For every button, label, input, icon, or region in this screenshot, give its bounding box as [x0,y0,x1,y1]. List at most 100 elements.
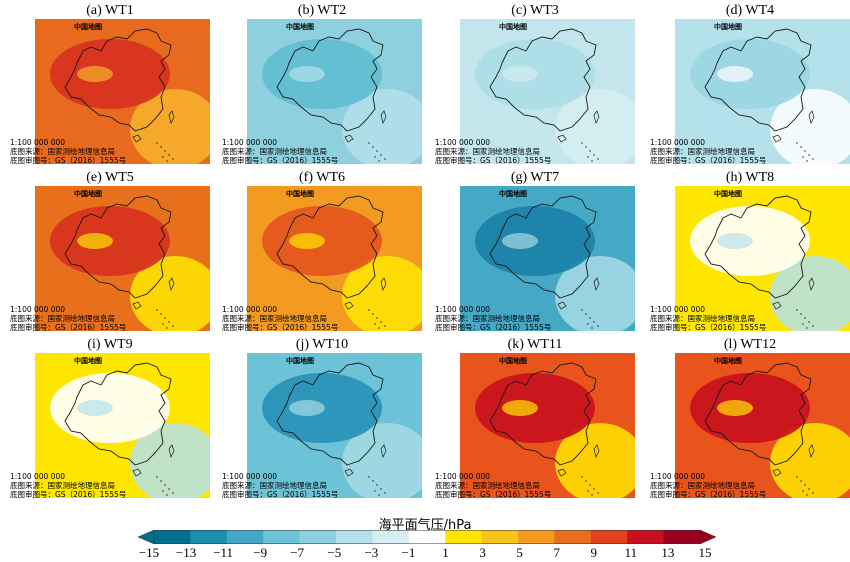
caption-scale: 1:100 000 000 [650,138,706,147]
map-label: 中国地图 [74,357,102,365]
pressure-map [35,186,210,331]
caption-approval: 底图审图号：GS（2016）1555号 [435,490,552,499]
caption-scale: 1:100 000 000 [10,472,66,481]
map-panel: (a) WT1 中国地图 1:100 000 000 底图来源：国家测绘地理信息局 底图… [10,3,210,168]
panel-title: (j) WT10 [295,337,349,352]
panel-title: (e) WT5 [86,170,134,185]
colorbar-tick-label: 3 [479,545,486,560]
caption-approval: 底图审图号：GS（2016）1555号 [650,156,767,165]
colorbar-tick-label: −5 [327,545,342,560]
caption-approval: 底图审图号：GS（2016）1555号 [650,323,767,332]
map-label: 中国地图 [74,23,102,31]
colorbar-swatch [372,530,410,544]
caption-source: 底图来源：国家测绘地理信息局 [650,314,755,323]
pressure-map [460,186,635,331]
caption-source: 底图来源：国家测绘地理信息局 [10,147,115,156]
pressure-map [35,19,210,164]
caption-approval: 底图审图号：GS（2016）1555号 [650,490,767,499]
colorbar-tick-label: −1 [401,545,416,560]
pressure-map [247,353,422,498]
map-label: 中国地图 [499,190,527,198]
panel-title: (l) WT12 [723,337,777,352]
panel-title: (d) WT4 [725,3,775,18]
caption-scale: 1:100 000 000 [650,472,706,481]
caption-source: 底图来源：国家测绘地理信息局 [650,147,755,156]
colorbar-swatch [336,530,373,544]
colorbar-tick-label: −11 [213,545,234,560]
pressure-map [675,19,850,164]
map-caption: 1:100 000 000 底图来源：国家测绘地理信息局 底图审图号：GS（2016… [10,472,126,499]
map-panel: (k) WT11 中国地图 1:100 000 000 底图来源：国家测绘地理信息局底… [435,337,635,502]
caption-approval: 底图审图号：GS（2016）1555号 [222,156,339,165]
colorbar-swatch [627,530,665,544]
colorbar-swatch [408,530,446,544]
caption-approval: 底图审图号：GS（2016）1555号 [222,490,339,499]
caption-scale: 1:100 000 000 [650,305,706,314]
pressure-map [675,186,850,331]
panel-title: (h) WT8 [725,170,775,185]
map-label: 中国地图 [499,23,527,31]
panel-title: (k) WT11 [507,337,563,352]
caption-scale: 1:100 000 000 [435,138,491,147]
map-panel: (d) WT4 中国地图 1:100 000 000 底图来源：国家测绘地理信息局 底图… [650,3,850,168]
map-label: 中国地图 [286,190,314,198]
map-panel: (i) WT9 中国地图 1:100 000 000 底图来源：国家测绘地理信息局 底图… [10,337,210,502]
colorbar-tick-label: −7 [290,545,305,560]
map-panel: (e) WT5 中国地图 1:100 000 000 底图来源：国家测绘地理信息局 底图… [10,170,210,335]
caption-source: 底图来源：国家测绘地理信息局 [10,481,115,490]
colorbar-tick-label: 7 [553,545,560,560]
colorbar-tick-label: 11 [624,545,638,560]
colorbar-swatch [554,530,592,544]
colorbar-tick-label: 5 [516,545,523,560]
caption-scale: 1:100 000 000 [435,305,491,314]
colorbar-swatch [154,530,191,544]
map-label: 中国地图 [286,357,314,365]
panel-title: (g) WT7 [510,170,560,185]
map-panel: (j) WT10 中国地图 1:100 000 000 底图来源：国家测绘地理信息局底… [222,337,422,502]
map-caption: 1:100 000 000 底图来源：国家测绘地理信息局 底图审图号：GS（2016… [435,472,551,499]
caption-source: 底图来源：国家测绘地理信息局 [650,481,755,490]
colorbar-tick-label: −3 [364,545,379,560]
caption-source: 底图来源：国家测绘地理信息局 [435,481,540,490]
colorbar-swatch [190,530,228,544]
colorbar-swatch [299,530,337,544]
map-panel: (h) WT8 中国地图 1:100 000 000 底图来源：国家测绘地理信息局 底图… [650,170,850,335]
panel-title: (i) WT9 [87,337,133,352]
caption-source: 底图来源：国家测绘地理信息局 [222,481,327,490]
colorbar-max-arrow [699,530,716,544]
map-panel: (f) WT6 中国地图 1:100 000 000 底图来源：国家测绘地理信息局 底图… [222,170,422,335]
colorbar-tick-label: −13 [175,545,197,560]
caption-approval: 底图审图号：GS（2016）1555号 [10,490,127,499]
map-label: 中国地图 [499,357,527,365]
colorbar-tick-label: 9 [590,545,598,560]
colorbar-swatch [481,530,519,544]
map-label: 中国地图 [286,23,314,31]
colorbar-swatch [663,530,701,544]
map-caption: 1:100 000 000 底图来源：国家测绘地理信息局 底图审图号：GS（2016… [10,138,126,165]
panel-title: (f) WT6 [299,170,345,185]
pressure-map [460,353,635,498]
caption-source: 底图来源：国家测绘地理信息局 [10,314,115,323]
map-caption: 1:100 000 000 底图来源：国家测绘地理信息局 底图审图号：GS（2016… [650,138,766,165]
panel-title: (a) WT1 [86,3,134,18]
panel-title: (b) WT2 [297,3,347,18]
colorbar-swatch [226,530,264,544]
map-caption: 1:100 000 000 底图来源：国家测绘地理信息局 底图审图号：GS（2016… [435,305,551,332]
colorbar-min-arrow [138,530,155,544]
map-panel: (l) WT12 中国地图 1:100 000 000 底图来源：国家测绘地理信息局底… [650,337,850,502]
colorbar-title: 海平面气压/hPa [378,518,472,533]
map-caption: 1:100 000 000 底图来源：国家测绘地理信息局 底图审图号：GS（2016… [435,138,551,165]
map-caption: 1:100 000 000 底图来源：国家测绘地理信息局 底图审图号：GS（2016… [650,472,766,499]
panel-title: (c) WT3 [511,3,559,18]
caption-scale: 1:100 000 000 [435,472,491,481]
map-label: 中国地图 [714,190,742,198]
map-label: 中国地图 [74,190,102,198]
colorbar-swatch [518,530,555,544]
caption-approval: 底图审图号：GS（2016）1555号 [10,323,127,332]
map-caption: 1:100 000 000 底图来源：国家测绘地理信息局 底图审图号：GS（2016… [10,305,126,332]
colorbar-tick-label: −15 [138,545,160,560]
colorbar [138,530,716,544]
map-caption: 1:100 000 000 底图来源：国家测绘地理信息局 底图审图号：GS（2016… [222,138,338,165]
pressure-map [460,19,635,164]
pressure-map [675,353,850,498]
